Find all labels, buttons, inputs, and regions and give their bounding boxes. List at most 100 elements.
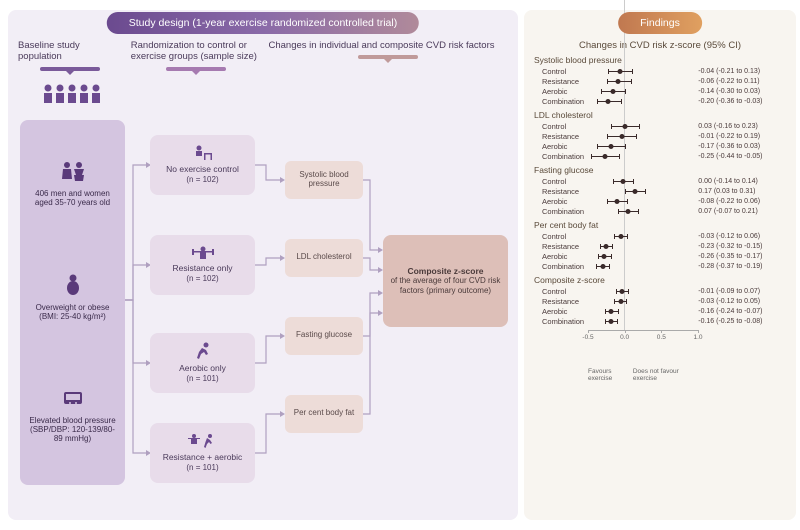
forest-row: Aerobic -0.17 (-0.36 to 0.03)	[530, 141, 790, 151]
forest-row-plot	[587, 176, 694, 186]
forest-group-4: Composite z-scoreControl-0.01 (-0.09 to …	[530, 275, 790, 326]
pop-item-age: 406 men and women aged 35-70 years old	[26, 161, 119, 207]
forest-group-head: Composite z-score	[530, 275, 790, 285]
forest-row-label: Control	[530, 287, 587, 296]
forest-row-label: Aerobic	[530, 142, 587, 151]
group-box-3: Resistance + aerobic(n = 101)	[150, 423, 255, 483]
group-box-2: Aerobic only(n = 101)	[150, 333, 255, 393]
group-box-0: No exercise control(n = 102)	[150, 135, 255, 195]
forest-row-value: -0.26 (-0.35 to -0.17)	[694, 253, 790, 260]
forest-row-value: -0.06 (-0.22 to 0.11)	[694, 78, 790, 85]
forest-row-label: Control	[530, 232, 587, 241]
forest-group-2: Fasting glucoseControl0.00 (-0.14 to 0.1…	[530, 165, 790, 216]
weights-icon	[191, 246, 215, 263]
forest-axis-labels: Favours exerciseDoes not favour exercise	[588, 368, 698, 382]
forest-row-plot	[587, 316, 694, 326]
forest-row-value: -0.14 (-0.30 to 0.03)	[694, 88, 790, 95]
forest-row-plot	[587, 231, 694, 241]
forest-row-plot	[587, 251, 694, 261]
pop-item-bp: Elevated blood pressure (SBP/DBP: 120-13…	[26, 388, 119, 443]
forest-row-label: Combination	[530, 97, 587, 106]
forest-row: Aerobic -0.14 (-0.30 to 0.03)	[530, 86, 790, 96]
forest-group-head: Per cent body fat	[530, 220, 790, 230]
forest-row-plot	[587, 151, 694, 161]
forest-row-plot	[587, 286, 694, 296]
composite-outcome-box: Composite z-score of the average of four…	[383, 235, 508, 327]
forest-row: Combination -0.28 (-0.37 to -0.19)	[530, 261, 790, 271]
forest-row-plot	[587, 131, 694, 141]
both-icon	[188, 433, 218, 452]
forest-row-value: -0.17 (-0.36 to 0.03)	[694, 143, 790, 150]
forest-row-value: -0.03 (-0.12 to 0.05)	[694, 298, 790, 305]
forest-row-value: -0.03 (-0.12 to 0.06)	[694, 233, 790, 240]
findings-title: Changes in CVD risk z-score (95% CI)	[530, 40, 790, 51]
forest-row-plot	[587, 121, 694, 131]
pop-item-bmi: Overweight or obese (BMI: 25-40 kg/m²)	[26, 274, 119, 322]
forest-row: Resistance -0.03 (-0.12 to 0.05)	[530, 296, 790, 306]
forest-row-label: Aerobic	[530, 252, 587, 261]
forest-row-plot	[587, 206, 694, 216]
people2-icon	[26, 161, 119, 186]
forest-row: Aerobic -0.26 (-0.35 to -0.17)	[530, 251, 790, 261]
forest-group-head: Systolic blood pressure	[530, 55, 790, 65]
study-design-panel: Study design (1-year exercise randomized…	[8, 10, 518, 520]
forest-row: Resistance 0.17 (0.03 to 0.31)	[530, 186, 790, 196]
forest-row-value: -0.23 (-0.32 to -0.15)	[694, 243, 790, 250]
forest-row-value: -0.08 (-0.22 to 0.06)	[694, 198, 790, 205]
forest-row-label: Aerobic	[530, 307, 587, 316]
forest-row-label: Resistance	[530, 187, 587, 196]
forest-row-plot	[587, 86, 694, 96]
desk-icon	[192, 145, 214, 164]
forest-row-label: Resistance	[530, 242, 587, 251]
study-design-header: Study design (1-year exercise randomized…	[107, 12, 419, 34]
forest-row: Resistance -0.06 (-0.22 to 0.11)	[530, 76, 790, 86]
forest-row-value: -0.04 (-0.21 to 0.13)	[694, 68, 790, 75]
forest-row: Control-0.01 (-0.09 to 0.07)	[530, 286, 790, 296]
person-icon	[26, 274, 119, 301]
forest-row-value: 0.17 (0.03 to 0.31)	[694, 188, 790, 195]
forest-row: Combination -0.20 (-0.36 to -0.03)	[530, 96, 790, 106]
forest-row: Control0.00 (-0.14 to 0.14)	[530, 176, 790, 186]
risk-box-1: LDL cholesterol	[285, 239, 363, 277]
forest-group-1: LDL cholesterolControl0.03 (-0.16 to 0.2…	[530, 110, 790, 161]
forest-row-plot	[587, 261, 694, 271]
forest-row: Control0.03 (-0.16 to 0.23)	[530, 121, 790, 131]
forest-group-head: LDL cholesterol	[530, 110, 790, 120]
forest-axis: -0.50.00.51.0	[588, 330, 698, 350]
forest-row-value: -0.20 (-0.36 to -0.03)	[694, 98, 790, 105]
forest-group-head: Fasting glucose	[530, 165, 790, 175]
findings-header: Findings	[618, 12, 702, 34]
forest-row-label: Control	[530, 67, 587, 76]
forest-row-plot	[587, 66, 694, 76]
forest-row-label: Aerobic	[530, 87, 587, 96]
forest-group-3: Per cent body fat Control -0.03 (-0.12 to …	[530, 220, 790, 271]
forest-row-value: -0.01 (-0.22 to 0.19)	[694, 133, 790, 140]
forest-row-plot	[587, 306, 694, 316]
risk-box-3: Per cent body fat	[285, 395, 363, 433]
forest-row-value: -0.16 (-0.24 to -0.07)	[694, 308, 790, 315]
forest-row-value: -0.16 (-0.25 to -0.08)	[694, 318, 790, 325]
forest-row-label: Resistance	[530, 297, 587, 306]
col-header-1: Baseline study population	[18, 40, 123, 71]
findings-panel: Findings Changes in CVD risk z-score (95…	[524, 10, 796, 520]
forest-row: Control -0.03 (-0.12 to 0.06)	[530, 231, 790, 241]
forest-row-value: -0.25 (-0.44 to -0.05)	[694, 153, 790, 160]
forest-row: Combination0.07 (-0.07 to 0.21)	[530, 206, 790, 216]
forest-row-label: Aerobic	[530, 197, 587, 206]
forest-row-label: Control	[530, 122, 587, 131]
forest-row-label: Combination	[530, 262, 587, 271]
col-header-3: Changes in individual and composite CVD …	[269, 40, 509, 71]
forest-row-label: Resistance	[530, 77, 587, 86]
forest-row: Combination-0.16 (-0.25 to -0.08)	[530, 316, 790, 326]
risk-box-0: Systolic blood pressure	[285, 161, 363, 199]
people-icon	[40, 83, 100, 111]
group-box-1: Resistance only(n = 102)	[150, 235, 255, 295]
forest-row: Combination-0.25 (-0.44 to -0.05)	[530, 151, 790, 161]
forest-row-value: 0.00 (-0.14 to 0.14)	[694, 178, 790, 185]
forest-row-plot	[587, 141, 694, 151]
forest-row: Resistance-0.01 (-0.22 to 0.19)	[530, 131, 790, 141]
forest-row-value: -0.28 (-0.37 to -0.19)	[694, 263, 790, 270]
forest-row-plot	[587, 76, 694, 86]
forest-group-0: Systolic blood pressure Control -0.04 (-0.…	[530, 55, 790, 106]
forest-row: Control -0.04 (-0.21 to 0.13)	[530, 66, 790, 76]
